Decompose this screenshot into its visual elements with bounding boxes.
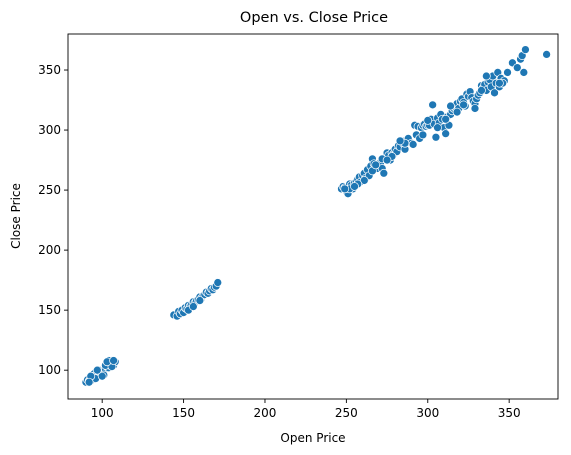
data-point <box>447 102 455 110</box>
data-point <box>543 50 551 58</box>
data-point <box>419 131 427 139</box>
x-tick-label: 250 <box>335 406 358 420</box>
data-point <box>214 279 222 287</box>
x-tick-label: 200 <box>254 406 277 420</box>
data-point <box>434 124 442 132</box>
data-point <box>383 156 391 164</box>
x-tick-label: 350 <box>498 406 521 420</box>
x-tick-label: 300 <box>416 406 439 420</box>
x-tick-label: 100 <box>91 406 114 420</box>
y-axis-label: Close Price <box>9 183 23 249</box>
data-point <box>424 116 432 124</box>
data-point <box>477 86 485 94</box>
y-tick-label: 300 <box>38 123 61 137</box>
data-point <box>453 108 461 116</box>
data-points <box>82 46 551 387</box>
data-point <box>380 169 388 177</box>
data-point <box>429 101 437 109</box>
data-point <box>504 68 512 76</box>
x-tick-label: 150 <box>172 406 195 420</box>
data-point <box>409 140 417 148</box>
data-point <box>460 101 468 109</box>
data-point <box>351 182 359 190</box>
y-tick-label: 150 <box>38 303 61 317</box>
data-point <box>189 303 197 311</box>
data-point <box>520 68 528 76</box>
data-point <box>442 115 450 123</box>
data-point <box>196 297 204 305</box>
data-point <box>521 46 529 54</box>
data-point <box>442 130 450 138</box>
data-point <box>471 104 479 112</box>
x-axis-label: Open Price <box>280 431 345 445</box>
data-point <box>495 79 503 87</box>
data-point <box>482 72 490 80</box>
data-point <box>396 137 404 145</box>
y-tick-label: 350 <box>38 63 61 77</box>
data-point <box>432 133 440 141</box>
data-point <box>93 366 101 374</box>
data-point <box>110 357 118 365</box>
y-tick-label: 100 <box>38 363 61 377</box>
y-tick-label: 250 <box>38 183 61 197</box>
data-point <box>341 185 349 193</box>
data-point <box>85 378 93 386</box>
chart-title: Open vs. Close Price <box>240 10 388 26</box>
y-tick-label: 200 <box>38 243 61 257</box>
data-point <box>372 161 380 169</box>
